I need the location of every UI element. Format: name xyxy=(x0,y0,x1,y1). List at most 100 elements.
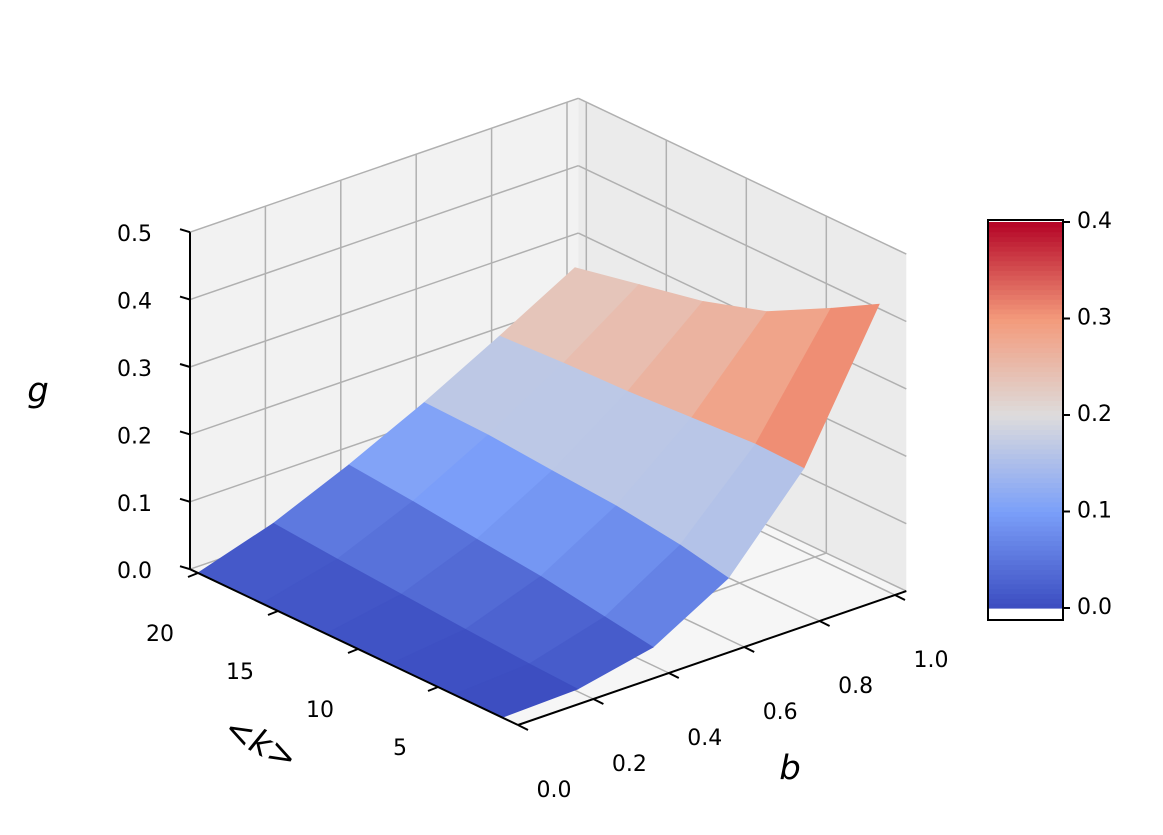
z-tick-label: 0.1 xyxy=(117,492,152,517)
colorbar-swatch xyxy=(988,241,1063,247)
colorbar-swatch xyxy=(988,332,1063,339)
colorbar-swatch xyxy=(988,308,1063,315)
grid-line xyxy=(189,97,579,233)
colorbar-swatch xyxy=(988,540,1063,546)
colorbar-swatch xyxy=(988,260,1063,267)
colorbar-swatch xyxy=(988,405,1063,411)
colorbar-swatch xyxy=(988,270,1063,276)
colorbar-swatch xyxy=(988,294,1063,300)
z-tick xyxy=(179,565,191,571)
z-tick-label: 0.0 xyxy=(117,559,152,584)
colorbar-swatch xyxy=(988,492,1063,498)
colorbar-swatch xyxy=(988,521,1063,527)
colorbar-swatch xyxy=(988,371,1063,377)
colorbar-swatch xyxy=(988,530,1063,537)
colorbar-swatch xyxy=(988,477,1063,484)
colorbar-swatch xyxy=(988,357,1063,363)
colorbar-swatch xyxy=(988,458,1063,464)
colorbar-swatch xyxy=(988,222,1063,228)
grid-line xyxy=(189,299,579,436)
colorbar-swatch xyxy=(988,511,1063,517)
grid-line xyxy=(577,97,907,255)
colorbar-tick-label: 0.1 xyxy=(1077,499,1112,524)
grid-line xyxy=(189,164,579,301)
x-tick xyxy=(668,672,680,679)
surface xyxy=(196,267,880,718)
colorbar-swatch xyxy=(988,347,1063,353)
x-tick xyxy=(819,620,831,627)
colorbar-swatch xyxy=(988,352,1063,358)
x-tick-label: 1.0 xyxy=(914,648,949,673)
colorbar-swatch xyxy=(988,579,1063,585)
colorbar-swatch xyxy=(988,386,1063,392)
colorbar-swatch xyxy=(988,564,1063,570)
colorbar-swatch xyxy=(988,231,1063,238)
colorbar-swatch xyxy=(988,487,1063,493)
colorbar-swatch xyxy=(988,226,1063,233)
x-axis-line xyxy=(517,590,907,726)
colorbar-swatch xyxy=(988,246,1063,252)
colorbar-swatch xyxy=(988,598,1063,604)
colorbar-swatch xyxy=(988,448,1063,455)
colorbar-swatch xyxy=(988,304,1063,310)
colorbar-swatch xyxy=(988,361,1063,368)
colorbar-swatch xyxy=(988,255,1063,262)
colorbar-swatch xyxy=(988,593,1063,599)
colorbar-swatch xyxy=(988,289,1063,295)
z-tick-label: 0.4 xyxy=(117,290,152,315)
z-tick-label: 0.2 xyxy=(117,424,152,449)
colorbar-swatch xyxy=(988,400,1063,406)
colorbar-swatch xyxy=(988,318,1063,324)
colorbar-swatch xyxy=(988,506,1063,513)
colorbar-swatch xyxy=(988,299,1063,305)
y-tick xyxy=(267,610,279,616)
colorbar-swatch xyxy=(988,279,1063,286)
x-tick xyxy=(517,724,529,731)
colorbar-swatch xyxy=(988,569,1063,575)
z-tick xyxy=(179,497,191,503)
colorbar-swatch xyxy=(988,395,1063,402)
y-tick-label: 10 xyxy=(306,698,334,723)
colorbar-swatch xyxy=(988,574,1063,580)
x-tick xyxy=(894,594,906,601)
colorbar-swatch xyxy=(988,424,1063,431)
colorbar-tick-label: 0.2 xyxy=(1077,402,1112,427)
colorbar-swatch xyxy=(988,429,1063,435)
y-tick-label: 15 xyxy=(226,660,254,685)
colorbar-swatch xyxy=(988,443,1063,450)
colorbar-swatch xyxy=(988,583,1063,590)
z-tick xyxy=(179,430,191,436)
y-tick xyxy=(187,572,199,578)
colorbar-swatch xyxy=(988,284,1063,291)
colorbar-swatch xyxy=(988,482,1063,488)
colorbar-tick-label: 0.3 xyxy=(1077,306,1112,331)
colorbar-swatch xyxy=(988,415,1063,421)
colorbar-swatch xyxy=(988,472,1063,479)
colorbar-swatch xyxy=(988,497,1063,503)
y-axis-label: <k> xyxy=(217,708,303,779)
colorbar-swatch xyxy=(988,468,1063,474)
colorbar-swatch xyxy=(988,275,1063,281)
x-tick-label: 0.6 xyxy=(763,700,798,725)
colorbar-tick-label: 0.0 xyxy=(1077,595,1112,620)
colorbar-frame xyxy=(987,219,1064,621)
y-tick-label: 5 xyxy=(393,736,407,761)
x-tick xyxy=(743,646,755,653)
y-tick xyxy=(427,686,439,692)
colorbar-swatch xyxy=(988,559,1063,566)
x-tick xyxy=(592,698,604,705)
y-tick xyxy=(347,648,359,654)
colorbar-swatch xyxy=(988,236,1063,242)
x-tick-label: 0.2 xyxy=(612,752,647,777)
z-tick-label: 0.3 xyxy=(117,357,152,382)
colorbar-swatch xyxy=(988,250,1063,257)
z-axis-label: g xyxy=(27,371,49,411)
colorbar-swatch xyxy=(988,463,1063,469)
colorbar-swatch xyxy=(988,419,1063,426)
colorbar-swatch xyxy=(988,588,1063,595)
colorbar-swatch xyxy=(988,501,1063,508)
colorbar-swatch xyxy=(988,328,1063,334)
y-tick-label: 20 xyxy=(146,622,174,647)
colorbar-swatch xyxy=(988,366,1063,373)
